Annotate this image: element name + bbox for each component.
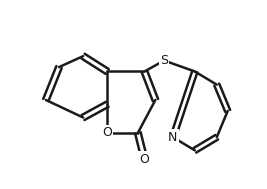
Text: N: N <box>168 131 178 144</box>
Text: S: S <box>160 54 168 67</box>
Text: O: O <box>102 126 112 139</box>
Text: O: O <box>140 153 150 166</box>
